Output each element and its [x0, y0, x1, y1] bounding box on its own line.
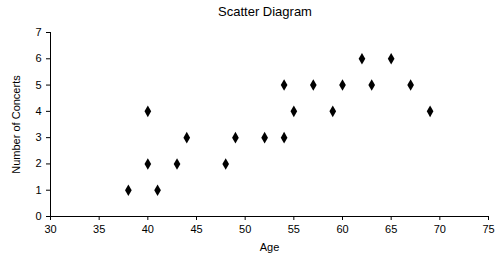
svg-text:55: 55 — [288, 223, 300, 235]
svg-text:0: 0 — [35, 210, 41, 222]
svg-text:35: 35 — [93, 223, 105, 235]
svg-text:70: 70 — [434, 223, 446, 235]
svg-text:6: 6 — [35, 52, 41, 64]
svg-text:3: 3 — [35, 131, 41, 143]
svg-text:7: 7 — [35, 26, 41, 38]
svg-text:75: 75 — [482, 223, 494, 235]
svg-text:1: 1 — [35, 184, 41, 196]
svg-text:50: 50 — [239, 223, 251, 235]
svg-text:45: 45 — [190, 223, 202, 235]
svg-text:30: 30 — [44, 223, 56, 235]
svg-text:40: 40 — [142, 223, 154, 235]
svg-text:60: 60 — [336, 223, 348, 235]
svg-text:65: 65 — [385, 223, 397, 235]
html-text:Scatter Diagram: Scatter Diagram — [218, 4, 312, 19]
svg-text:2: 2 — [35, 157, 41, 169]
svg-text:5: 5 — [35, 79, 41, 91]
svg-text:4: 4 — [35, 105, 41, 117]
svg-text:Number of Concerts: Number of Concerts — [10, 75, 22, 174]
svg-text:Age: Age — [260, 241, 280, 253]
